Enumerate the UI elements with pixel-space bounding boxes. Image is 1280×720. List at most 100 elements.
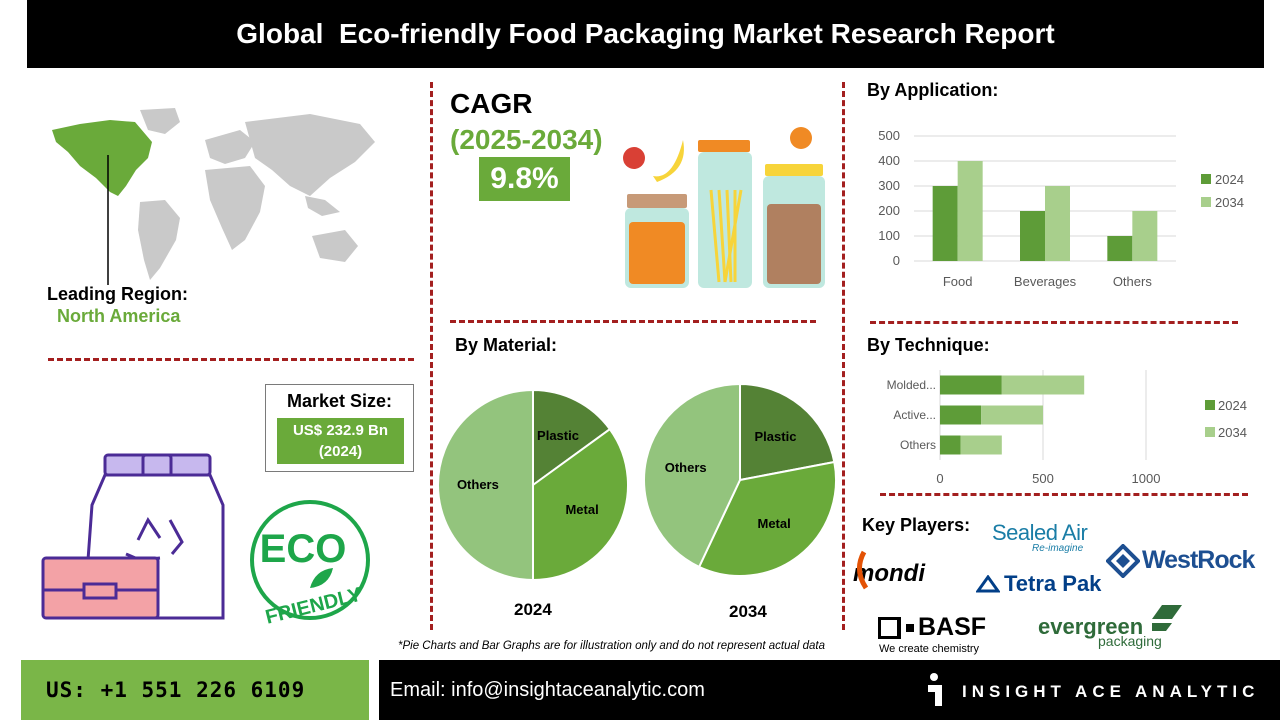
x-tick-label: 1000 bbox=[1132, 471, 1161, 486]
x-tick-label: 500 bbox=[1032, 471, 1054, 486]
technique-title: By Technique: bbox=[867, 335, 990, 355]
slice-others bbox=[437, 388, 534, 582]
westrock-logo: WestRock bbox=[1142, 546, 1255, 574]
x-tick-label: Beverages bbox=[1014, 274, 1077, 289]
world-map bbox=[52, 108, 375, 285]
bar-2024-2 bbox=[940, 435, 961, 455]
market-size-label: Market Size: bbox=[286, 391, 393, 411]
bar-2024-others bbox=[1107, 236, 1133, 261]
slice-label-plastic: Plastic bbox=[537, 428, 579, 443]
bar-2034-1 bbox=[981, 405, 1043, 425]
evergreen-tagline: packaging bbox=[1098, 633, 1162, 649]
cagr-years: (2025-2034) bbox=[450, 124, 603, 155]
application-bar-chart: 0 100 200 300 400 500 Food Beverages Others 2024 2… bbox=[878, 128, 1244, 289]
y-tick-label: 200 bbox=[878, 203, 900, 218]
market-size-value: US$ 232.9 Bn (2024) bbox=[277, 418, 404, 464]
slice-label-metal: Metal bbox=[758, 516, 791, 531]
material-pie-2024: Plastic Metal Others bbox=[437, 388, 629, 582]
divider-region bbox=[48, 358, 414, 361]
pie-2024-caption: 2024 bbox=[514, 600, 552, 619]
bar-2034-2 bbox=[960, 435, 1002, 455]
eco-badge-bottom-text: FRIENDLY bbox=[263, 583, 364, 628]
divider-left bbox=[430, 82, 433, 630]
basf-logo: BASF bbox=[918, 613, 987, 641]
market-size-amount: US$ 232.9 Bn bbox=[292, 422, 389, 439]
material-pie-2034: Plastic Metal Others bbox=[643, 382, 837, 577]
y-tick-label: 0 bbox=[893, 253, 900, 268]
region-value: North America bbox=[57, 306, 181, 326]
x-tick-label: Food bbox=[943, 274, 973, 289]
evergreen-logo: evergreen bbox=[1038, 614, 1144, 639]
slice-plastic bbox=[532, 388, 612, 487]
region-label: Leading Region: bbox=[47, 284, 188, 304]
bar-2034-beverages bbox=[1045, 186, 1070, 261]
divider-technique bbox=[880, 493, 1248, 496]
slice-label-plastic: Plastic bbox=[755, 429, 797, 444]
legend-swatch-2034 bbox=[1201, 197, 1211, 207]
y-tick-label: Others bbox=[900, 438, 936, 452]
legend-swatch-2034 bbox=[1205, 427, 1215, 437]
slice-label-others: Others bbox=[457, 477, 499, 492]
slice-plastic bbox=[739, 382, 836, 482]
legend-label-2024: 2024 bbox=[1215, 172, 1244, 187]
bar-2034-0 bbox=[1001, 375, 1085, 395]
slice-metal bbox=[532, 427, 629, 582]
bar-2034-others bbox=[1132, 211, 1158, 261]
legend-swatch-2024 bbox=[1201, 174, 1211, 184]
y-tick-label: Active... bbox=[893, 408, 936, 422]
market-size-year: (2024) bbox=[318, 443, 363, 460]
y-tick-label: 500 bbox=[878, 128, 900, 143]
eco-badge-top-text: ECO bbox=[260, 527, 347, 571]
page-title: Global Eco-friendly Food Packaging Marke… bbox=[27, 0, 1264, 68]
north-america-highlight bbox=[52, 120, 152, 196]
footer-email[interactable]: Email: info@insightaceanalytic.com bbox=[390, 679, 705, 701]
divider-cagr bbox=[450, 320, 816, 323]
technique-bar-chart: 0 500 1000 Molded... Active... Others 2024 2034 bbox=[887, 370, 1247, 486]
tetra-pak-icon bbox=[976, 575, 1000, 593]
x-tick-label: Others bbox=[1113, 274, 1153, 289]
legend-label-2034: 2034 bbox=[1218, 425, 1247, 440]
footer-phone: US: +1 551 226 6109 bbox=[21, 660, 369, 720]
market-size-box: Market Size: US$ 232.9 Bn (2024) bbox=[265, 384, 414, 472]
recycle-bag-icon bbox=[41, 453, 225, 620]
cagr-label: CAGR bbox=[450, 88, 533, 119]
x-tick-label: 0 bbox=[936, 471, 943, 486]
divider-application bbox=[870, 321, 1238, 324]
footnote: *Pie Charts and Bar Graphs are for illus… bbox=[398, 640, 826, 652]
pie-2034-caption: 2034 bbox=[729, 602, 767, 621]
sealed-air-logo: Sealed Air bbox=[992, 520, 1088, 545]
bar-2024-beverages bbox=[1020, 211, 1045, 261]
bar-2024-0 bbox=[940, 375, 1002, 395]
footer-brand: INSIGHT ACE ANALYTIC bbox=[962, 682, 1260, 701]
mondi-icon bbox=[857, 550, 869, 590]
sealed-air-tagline: Re-imagine bbox=[1032, 543, 1084, 554]
legend-label-2034: 2034 bbox=[1215, 195, 1244, 210]
slice-label-others: Others bbox=[665, 460, 707, 475]
bar-2024-1 bbox=[940, 405, 982, 425]
y-tick-label: 100 bbox=[878, 228, 900, 243]
basf-icon bbox=[878, 617, 914, 639]
leaf-icon bbox=[310, 568, 333, 588]
key-players-label: Key Players: bbox=[862, 515, 971, 535]
slice-others bbox=[643, 382, 741, 569]
cagr-value: 9.8% bbox=[479, 157, 570, 201]
footer-bar: Email: info@insightaceanalytic.com INSIG… bbox=[379, 660, 1280, 720]
legend-label-2024: 2024 bbox=[1218, 398, 1247, 413]
material-title: By Material: bbox=[455, 335, 558, 355]
y-tick-label: Molded... bbox=[887, 378, 936, 392]
evergreen-icon bbox=[1152, 605, 1182, 631]
bar-2034-food bbox=[957, 161, 983, 261]
y-tick-label: 400 bbox=[878, 153, 900, 168]
bar-2024-food bbox=[932, 186, 958, 261]
slice-metal bbox=[697, 460, 837, 577]
divider-right bbox=[842, 82, 845, 630]
eco-friendly-badge: ECO FRIENDLY bbox=[250, 500, 370, 629]
tetra-pak-logo: Tetra Pak bbox=[1004, 571, 1102, 596]
westrock-icon bbox=[1106, 544, 1140, 578]
insight-ace-logo-icon bbox=[928, 673, 942, 706]
slice-label-metal: Metal bbox=[565, 502, 598, 517]
application-title: By Application: bbox=[867, 80, 999, 100]
legend-swatch-2024 bbox=[1205, 400, 1215, 410]
y-tick-label: 300 bbox=[878, 178, 900, 193]
food-jars-illustration bbox=[623, 127, 825, 288]
